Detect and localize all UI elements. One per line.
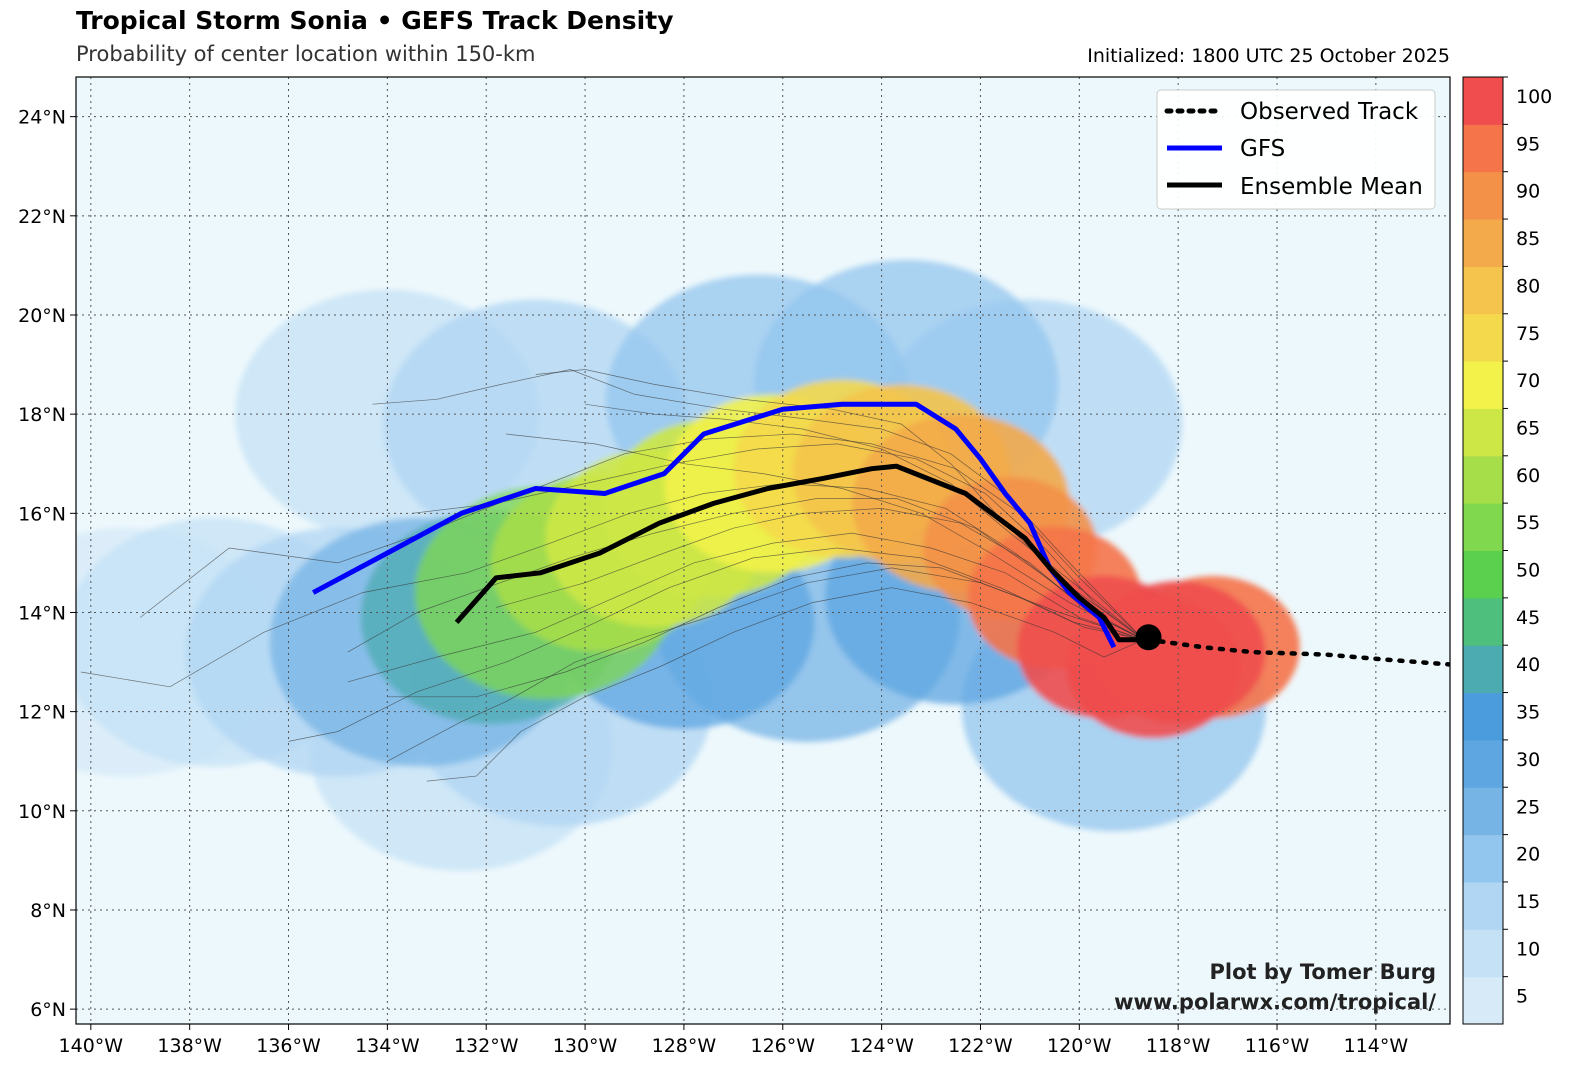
colorbar-segment	[1463, 313, 1503, 362]
chart-subtitle: Probability of center location within 15…	[76, 42, 536, 66]
lat-tick-label: 16°N	[18, 503, 66, 525]
lon-tick-label: 130°W	[553, 1035, 618, 1057]
lon-tick-label: 132°W	[454, 1035, 519, 1057]
legend-gfs-label: GFS	[1240, 136, 1285, 162]
legend-observed-label: Observed Track	[1240, 99, 1419, 125]
colorbar-label: 20	[1516, 844, 1540, 866]
colorbar-segment	[1463, 408, 1503, 457]
colorbar-segment	[1463, 881, 1503, 930]
colorbar-label: 65	[1516, 417, 1540, 439]
member-track	[387, 562, 1144, 698]
colorbar-label: 10	[1516, 938, 1540, 960]
lat-tick-label: 6°N	[30, 999, 66, 1021]
colorbar-segment	[1463, 77, 1503, 125]
gridlines	[76, 77, 1450, 1024]
lon-tick-label: 122°W	[948, 1035, 1013, 1057]
member-track	[387, 567, 1144, 762]
colorbar-segment	[1463, 787, 1503, 836]
chart-title: Tropical Storm Sonia • GEFS Track Densit…	[76, 6, 674, 35]
colorbar-segment	[1463, 692, 1503, 741]
density-blob	[1091, 580, 1266, 724]
colorbar-label: 25	[1516, 796, 1540, 818]
colorbar-segment	[1463, 171, 1503, 220]
colorbar-label: 50	[1516, 560, 1540, 582]
lon-tick-label: 126°W	[750, 1035, 815, 1057]
colorbar-label: 90	[1516, 181, 1540, 203]
credit-url: www.polarwx.com/tropical/	[1114, 990, 1436, 1014]
colorbar-segment	[1463, 976, 1503, 1025]
member-track	[426, 587, 1144, 782]
lat-tick-label: 22°N	[18, 206, 66, 228]
colorbar-segment	[1463, 550, 1503, 599]
colorbar-segment	[1463, 219, 1503, 267]
colorbar-label: 85	[1516, 228, 1540, 250]
lon-tick-label: 118°W	[1146, 1035, 1211, 1057]
colorbar-label: 5	[1516, 986, 1528, 1008]
colorbar-label: 80	[1516, 275, 1540, 297]
lon-tick-label: 128°W	[652, 1035, 717, 1057]
colorbar-label: 30	[1516, 749, 1540, 771]
axis-labels: 140°W 138°W 136°W 134°W 132°W 130°W 128°W 126°W…	[18, 107, 1408, 1057]
colorbar-segment	[1463, 124, 1503, 173]
colorbar-label: 55	[1516, 512, 1540, 534]
lon-tick-label: 136°W	[256, 1035, 321, 1057]
lon-tick-label: 120°W	[1047, 1035, 1112, 1057]
member-track	[585, 403, 1144, 640]
lat-tick-label: 20°N	[18, 305, 66, 327]
colorbar-label: 15	[1516, 891, 1540, 913]
tracks	[312, 401, 1450, 667]
member-track	[347, 498, 1144, 653]
colorbar-label: 95	[1516, 133, 1540, 155]
legend-mean-label: Ensemble Mean	[1240, 174, 1423, 200]
colorbar-label: 45	[1516, 607, 1540, 629]
colorbar-segment	[1463, 361, 1503, 409]
lat-tick-label: 12°N	[18, 702, 66, 724]
lon-tick-label: 140°W	[59, 1035, 124, 1057]
lat-tick-label: 14°N	[18, 602, 66, 624]
ensemble-mean-track	[454, 463, 1144, 643]
lon-tick-label: 138°W	[157, 1035, 222, 1057]
member-track	[505, 433, 1144, 641]
colorbar-segment	[1463, 645, 1503, 694]
colorbar-segment	[1463, 597, 1503, 646]
initialized-time: Initialized: 1800 UTC 25 October 2025	[1087, 45, 1450, 67]
legend: Observed Track GFS Ensemble Mean	[1156, 89, 1436, 210]
lat-tick-label: 10°N	[18, 801, 66, 823]
colorbar-label: 40	[1516, 654, 1540, 676]
colorbar-segment	[1463, 834, 1503, 883]
current-position-marker	[1135, 624, 1162, 651]
colorbar-segment	[1463, 266, 1503, 315]
colorbar-label: 100	[1516, 86, 1552, 108]
colorbar-segment	[1463, 739, 1503, 788]
colorbar-label: 75	[1516, 323, 1540, 345]
colorbar: 5 10 15 20 25 30 35 40 45 50 55 60 65 70 75 80 85 90 95 100	[1462, 76, 1552, 1025]
lon-tick-label: 114°W	[1344, 1035, 1409, 1057]
lon-tick-label: 116°W	[1245, 1035, 1310, 1057]
member-track	[80, 483, 1144, 688]
lat-tick-label: 18°N	[18, 404, 66, 426]
colorbar-segment	[1463, 929, 1503, 978]
lon-tick-label: 134°W	[355, 1035, 420, 1057]
colorbar-label: 60	[1516, 465, 1540, 487]
colorbar-label: 70	[1516, 370, 1540, 392]
colorbar-segment	[1463, 455, 1503, 504]
plot-frame	[75, 76, 1451, 1025]
colorbar-label: 35	[1516, 702, 1540, 724]
lat-tick-label: 8°N	[30, 900, 66, 922]
credit-author: Plot by Tomer Burg	[1209, 960, 1437, 984]
colorbar-segment	[1463, 503, 1503, 551]
observed-track	[1146, 637, 1450, 667]
lon-tick-label: 124°W	[849, 1035, 914, 1057]
member-track	[347, 532, 1144, 683]
member-track	[288, 547, 1144, 742]
lat-tick-label: 24°N	[18, 107, 66, 129]
